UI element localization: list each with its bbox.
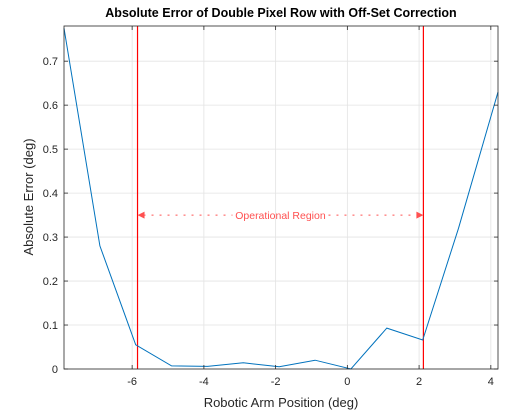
chart-title: Absolute Error of Double Pixel Row with … — [105, 6, 456, 20]
region-boundaries — [136, 26, 424, 369]
y-tick-label: 0.6 — [43, 100, 58, 112]
x-tick-label: 4 — [488, 376, 494, 388]
grid — [64, 26, 498, 370]
y-axis-label: Absolute Error (deg) — [21, 138, 36, 255]
x-tick-label: -4 — [199, 376, 209, 388]
series-group — [63, 28, 499, 370]
plot-area — [64, 26, 498, 369]
x-axis: -6 -4 -2 0 2 4 — [127, 26, 494, 388]
x-tick-label: 2 — [416, 376, 422, 388]
x-tick-label: 0 — [344, 376, 350, 388]
x-axis-label: Robotic Arm Position (deg) — [204, 395, 359, 410]
annotation-label: Operational Region — [235, 210, 326, 222]
x-tick-label: -6 — [127, 376, 137, 388]
y-axis: 0 0.1 0.2 0.3 0.4 0.5 0.6 0.7 — [43, 56, 498, 376]
y-tick-label: 0 — [52, 364, 58, 376]
operational-region-annotation: Operational Region — [137, 210, 424, 222]
annotation-arrowhead-left — [137, 211, 145, 219]
x-tick-label: -2 — [271, 376, 281, 388]
y-tick-label: 0.3 — [43, 232, 58, 244]
y-tick-label: 0.5 — [43, 144, 58, 156]
y-tick-label: 0.7 — [43, 56, 58, 68]
plot-frame — [63, 25, 499, 370]
y-tick-label: 0.1 — [43, 320, 58, 332]
error-series-line — [63, 28, 499, 370]
y-tick-label: 0.2 — [43, 276, 58, 288]
y-tick-label: 0.4 — [43, 188, 58, 200]
annotation-arrowhead-right — [416, 211, 424, 219]
